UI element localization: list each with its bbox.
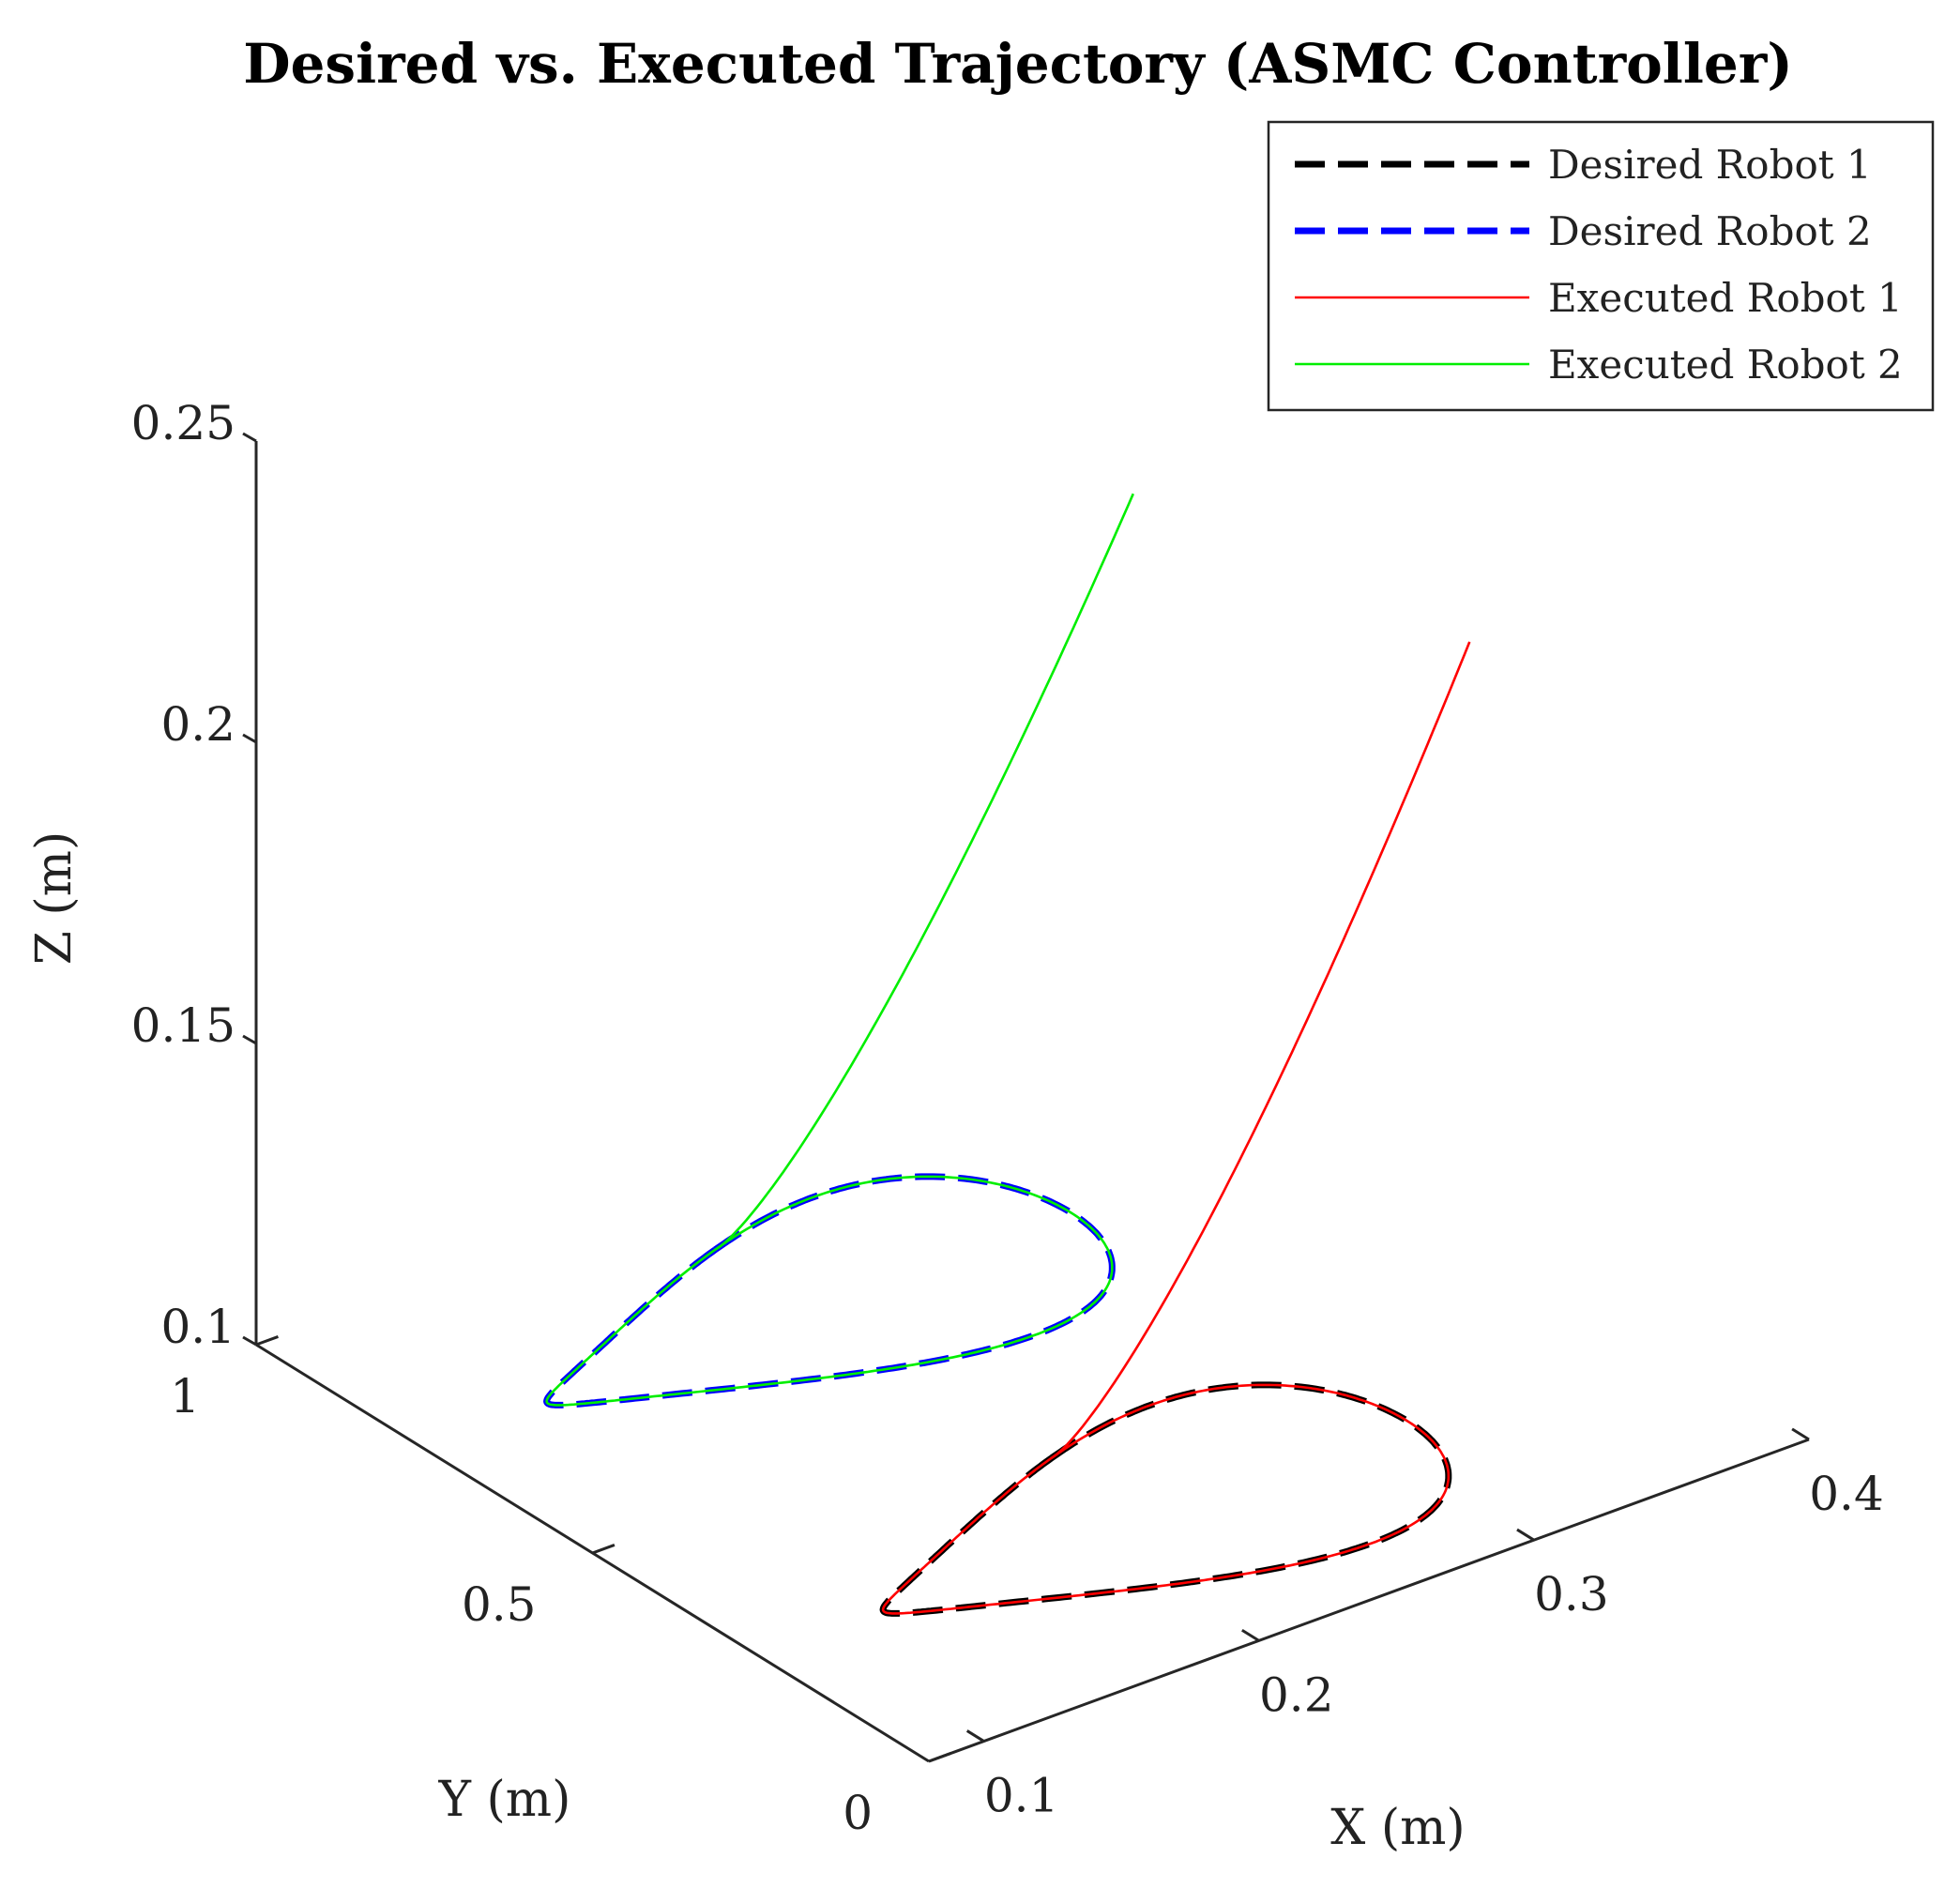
series-desired-robot-1 <box>879 1381 1452 1617</box>
z-tick-mark <box>242 1034 257 1045</box>
legend: Desired Robot 1 Desired Robot 2 Executed R… <box>1267 120 1935 412</box>
legend-label: Desired Robot 2 <box>1548 208 1872 254</box>
y-tick-label: 0 <box>843 1786 873 1840</box>
y-tick-mark <box>928 1752 951 1763</box>
x-tick-label: 0.2 <box>1259 1667 1334 1722</box>
y-tick-mark <box>255 1335 279 1347</box>
legend-label: Executed Robot 1 <box>1548 275 1903 321</box>
z-tick-label: 0.1 <box>160 1300 236 1354</box>
approach-line <box>1050 641 1471 1459</box>
x-axis-label: X (m) <box>1330 1800 1465 1856</box>
trajectory-line <box>545 1175 1114 1407</box>
z-tick-mark <box>242 432 257 443</box>
x-tick-mark <box>1241 1628 1260 1642</box>
z-tick-mark <box>242 733 257 744</box>
z-tick-label: 0.2 <box>160 697 236 752</box>
series-executed-robot-2 <box>545 493 1134 1407</box>
trajectory-line <box>879 1381 1452 1617</box>
y-tick-label: 0.5 <box>462 1577 537 1632</box>
y-tick-mark <box>591 1544 615 1555</box>
x-tick-mark <box>1791 1427 1810 1441</box>
x-tick-label: 0.3 <box>1534 1567 1609 1622</box>
y-tick-label: 1 <box>170 1369 200 1424</box>
legend-label: Executed Robot 2 <box>1548 342 1903 388</box>
x-tick-label: 0.4 <box>1809 1467 1884 1521</box>
z-tick-mark <box>242 1335 257 1347</box>
series-desired-robot-2 <box>543 1173 1116 1408</box>
legend-label: Desired Robot 1 <box>1548 142 1872 188</box>
z-axis-label: Z (m) <box>26 831 83 966</box>
x-tick-mark <box>965 1729 985 1743</box>
x-tick-label: 0.1 <box>984 1769 1059 1823</box>
x-axis-line <box>928 1438 1810 1763</box>
plot-area <box>543 493 1471 1617</box>
trajectory-line <box>543 1173 1116 1408</box>
chart-title: Desired vs. Executed Trajectory (ASMC Co… <box>243 32 1793 96</box>
x-tick-mark <box>1516 1528 1535 1542</box>
trajectory-line <box>881 1383 1451 1615</box>
z-tick-label: 0.25 <box>131 396 236 450</box>
axes: 0.1 0.2 0.3 0.4 0 0.5 1 0.1 0.15 0.2 0.25 <box>131 396 1884 1840</box>
y-axis-label: Y (m) <box>438 1772 571 1828</box>
z-tick-label: 0.15 <box>131 998 236 1053</box>
approach-line <box>714 493 1134 1251</box>
legend-box <box>1267 120 1935 412</box>
series-executed-robot-1 <box>881 641 1471 1615</box>
